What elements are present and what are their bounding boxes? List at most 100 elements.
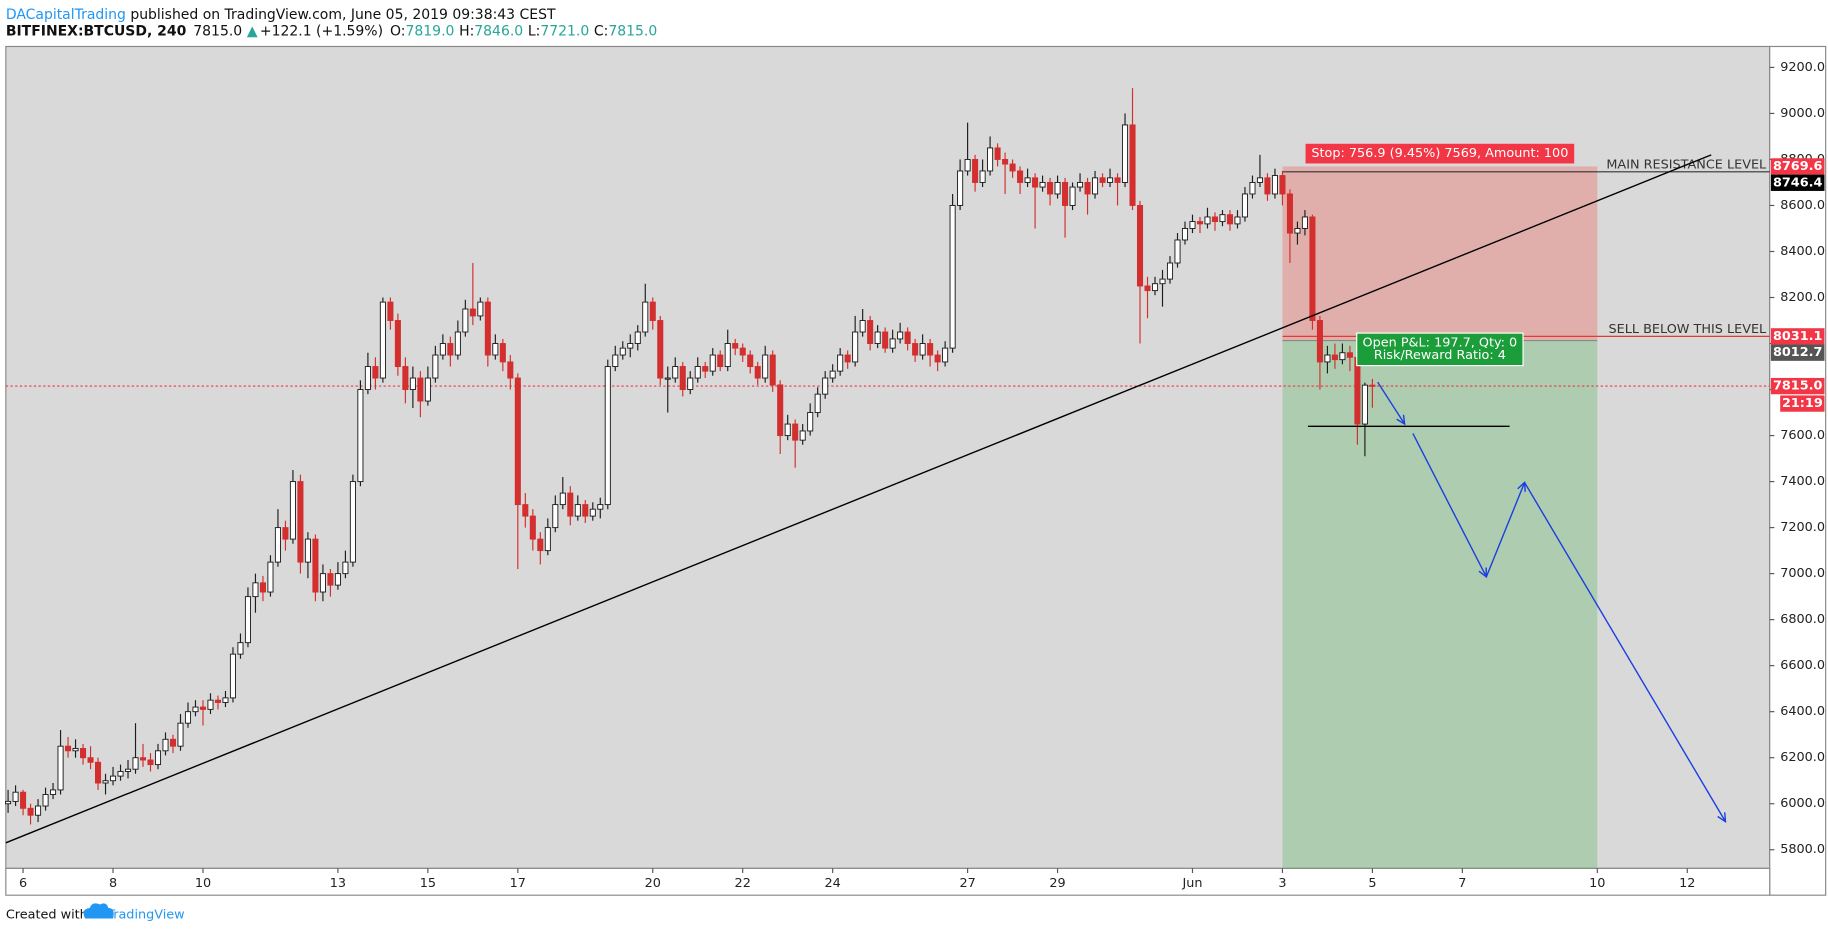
candle-body <box>679 366 686 391</box>
y-tick-label: 9000.0 <box>1780 106 1825 121</box>
candle-body <box>424 377 431 402</box>
candle-body <box>1271 175 1278 195</box>
price-label-box <box>1770 377 1825 395</box>
y-tick-label: 8600.0 <box>1780 198 1825 213</box>
c-value: 7815.0 <box>608 23 657 39</box>
price-label-box <box>1770 344 1825 361</box>
x-tick-label: 22 <box>735 876 751 891</box>
candle-body <box>529 515 536 540</box>
candle-body <box>304 538 311 563</box>
h-value: 7846.0 <box>474 23 523 39</box>
candle-body <box>604 366 611 506</box>
candle-body <box>334 573 341 586</box>
publish-line: DACapitalTrading published on TradingVie… <box>6 7 556 23</box>
x-tick-label: 24 <box>825 876 841 891</box>
l-label: L: <box>528 23 541 39</box>
candle-body <box>222 697 229 703</box>
x-tick-label: 17 <box>510 876 526 891</box>
last-price: 7815.0 <box>193 23 242 39</box>
footer-created: Created with <box>6 908 88 923</box>
candle-body <box>1249 181 1256 195</box>
candle-body <box>1204 216 1211 225</box>
candle-body <box>1174 239 1181 264</box>
x-tick-label: 3 <box>1278 876 1286 891</box>
pnl-label: Open P&L: 197.7, Qty: 0 <box>1363 335 1518 350</box>
candle-body <box>1369 384 1376 387</box>
y-tick-label: 7600.0 <box>1780 428 1825 443</box>
candle-body <box>267 561 274 593</box>
candle-body <box>244 596 251 644</box>
candle-body <box>80 748 87 759</box>
candle-body <box>904 331 911 344</box>
candle-body <box>35 805 42 816</box>
candle-body <box>837 354 844 372</box>
y-tick-label: 7400.0 <box>1780 474 1825 489</box>
candle-body <box>852 331 859 363</box>
level-label: SELL BELOW THIS LEVEL <box>1609 322 1768 337</box>
axes-layer: 5800.0 6000.0 6200.0 6400.0 6600.0 6800.0 7000… <box>19 60 1825 891</box>
candle-body <box>57 745 64 791</box>
l-value: 7721.0 <box>540 23 589 39</box>
candle-body <box>1062 181 1069 206</box>
time-axis <box>5 867 1771 896</box>
candle-body <box>402 366 409 391</box>
change: +122.1 (+1.59%) <box>260 23 383 39</box>
arrow-line <box>1377 381 1406 425</box>
arrow-line <box>1523 482 1727 823</box>
candle-body <box>1234 216 1241 225</box>
candle-body <box>342 561 349 575</box>
o-value: 7819.0 <box>406 23 455 39</box>
author[interactable]: DACapitalTrading <box>6 7 126 23</box>
candle-body <box>552 504 559 529</box>
candle-body <box>1294 228 1301 234</box>
candle-body <box>1159 278 1166 285</box>
candle-body <box>957 170 964 206</box>
candle-body <box>95 761 102 784</box>
candle-body <box>462 308 469 333</box>
candle-body <box>50 789 57 795</box>
countdown: 21:19 <box>1782 396 1823 411</box>
candle-body <box>477 301 484 317</box>
candle-body <box>634 331 641 344</box>
candle-body <box>5 800 12 805</box>
footer-brand[interactable]: TradingView <box>106 908 184 923</box>
candle-body <box>514 377 521 506</box>
candle-body <box>199 706 207 710</box>
candle-body <box>1241 193 1248 218</box>
countdown-box <box>1780 395 1825 412</box>
candle-body <box>87 757 94 763</box>
candle-body <box>844 354 851 363</box>
price-label: 8746.4 <box>1773 175 1823 190</box>
candle-body <box>994 147 1001 160</box>
candle-body <box>499 343 506 363</box>
stop-label: Stop: 756.9 (9.45%) 7569, Amount: 100 <box>1311 146 1568 161</box>
candle-body <box>1054 181 1061 195</box>
candle-body <box>912 343 919 356</box>
target-zone <box>1282 340 1598 869</box>
candle-body <box>1069 186 1076 206</box>
candle-body <box>769 354 776 386</box>
candle-body <box>319 573 326 593</box>
candle-body <box>192 706 199 713</box>
arrow-head <box>1717 812 1727 824</box>
y-tick-label: 7000.0 <box>1780 566 1825 581</box>
x-tick-label: 27 <box>959 876 975 891</box>
candle-body <box>1256 177 1263 183</box>
candle-body <box>289 481 296 540</box>
candle-body <box>979 170 986 183</box>
candle-body <box>619 347 626 356</box>
candle-body <box>814 393 821 414</box>
o-label: O: <box>390 23 405 39</box>
candle-body <box>702 366 709 372</box>
candle-body <box>1309 216 1316 321</box>
candle-body <box>754 366 761 379</box>
candle-body <box>919 343 926 356</box>
price-label: 8031.1 <box>1773 329 1823 344</box>
tradingview-logo <box>83 903 114 919</box>
candle-body <box>597 504 604 510</box>
candle-body <box>1301 216 1308 229</box>
change-arrow: ▲ <box>247 23 258 39</box>
x-tick-label: 7 <box>1458 876 1466 891</box>
